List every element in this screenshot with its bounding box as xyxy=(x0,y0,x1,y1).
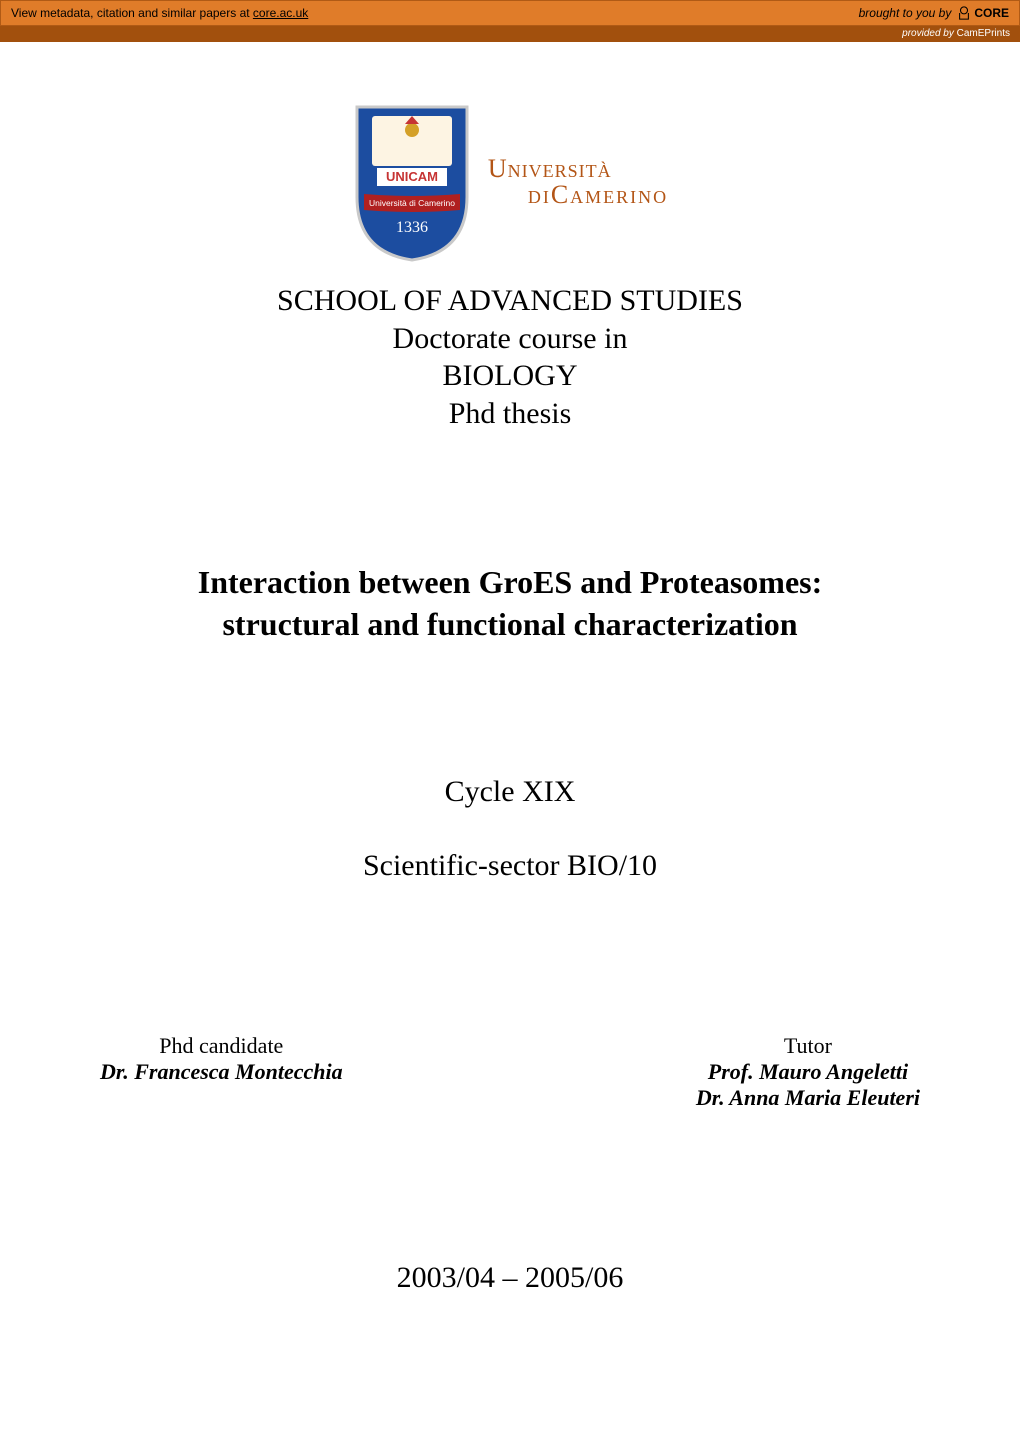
page-content: UNICAM Università di Camerino 1336 Unive… xyxy=(0,42,1020,1335)
wordmark-line1: Università xyxy=(488,156,668,182)
university-wordmark: Università diCamerino xyxy=(488,156,668,208)
banner-right-prefix: brought to you by xyxy=(859,6,952,20)
subbanner-prefix: provided by xyxy=(902,28,956,39)
tutor-name1: Prof. Mauro Angeletti xyxy=(696,1059,920,1085)
banner-right: brought to you by CORE xyxy=(859,6,1009,20)
subbanner-source: CamEPrints xyxy=(957,28,1010,39)
core-subbanner: provided by CamEPrints xyxy=(0,26,1020,42)
candidate-label: Phd candidate xyxy=(100,1033,343,1059)
candidate-col: Phd candidate Dr. Francesca Montecchia xyxy=(100,1033,343,1111)
university-shield-logo: UNICAM Università di Camerino 1336 xyxy=(352,102,472,262)
candidate-name: Dr. Francesca Montecchia xyxy=(100,1059,343,1085)
tutor-col: Tutor Prof. Mauro Angeletti Dr. Anna Mar… xyxy=(696,1033,920,1111)
logo-row: UNICAM Università di Camerino 1336 Unive… xyxy=(90,102,930,262)
thesis-title: Interaction between GroES and Proteasome… xyxy=(90,562,930,645)
sector-text: Scientific-sector BIO/10 xyxy=(90,849,930,883)
core-banner: View metadata, citation and similar pape… xyxy=(0,0,1020,26)
cycle-text: Cycle XIX xyxy=(90,775,930,809)
people-block: Phd candidate Dr. Francesca Montecchia T… xyxy=(90,1033,930,1111)
header-line3: BIOLOGY xyxy=(90,357,930,395)
core-link[interactable]: core.ac.uk xyxy=(253,6,308,20)
title-line1: Interaction between GroES and Proteasome… xyxy=(90,562,930,604)
svg-text:1336: 1336 xyxy=(396,219,428,236)
title-line2: structural and functional characterizati… xyxy=(90,604,930,646)
svg-text:UNICAM: UNICAM xyxy=(386,169,438,184)
header-line4: Phd thesis xyxy=(90,395,930,433)
banner-left: View metadata, citation and similar pape… xyxy=(11,6,308,20)
core-logo[interactable]: CORE xyxy=(957,6,1009,20)
header-line2: Doctorate course in xyxy=(90,320,930,358)
banner-left-prefix: View metadata, citation and similar pape… xyxy=(11,6,253,20)
wordmark-line2: diCamerino xyxy=(488,182,668,208)
header-line1: SCHOOL OF ADVANCED STUDIES xyxy=(90,282,930,320)
svg-text:Università di Camerino: Università di Camerino xyxy=(369,198,455,208)
core-icon xyxy=(957,6,971,20)
years-text: 2003/04 – 2005/06 xyxy=(90,1261,930,1295)
tutor-name2: Dr. Anna Maria Eleuteri xyxy=(696,1085,920,1111)
tutor-label: Tutor xyxy=(696,1033,920,1059)
header-block: SCHOOL OF ADVANCED STUDIES Doctorate cou… xyxy=(90,282,930,432)
core-label: CORE xyxy=(974,6,1009,20)
